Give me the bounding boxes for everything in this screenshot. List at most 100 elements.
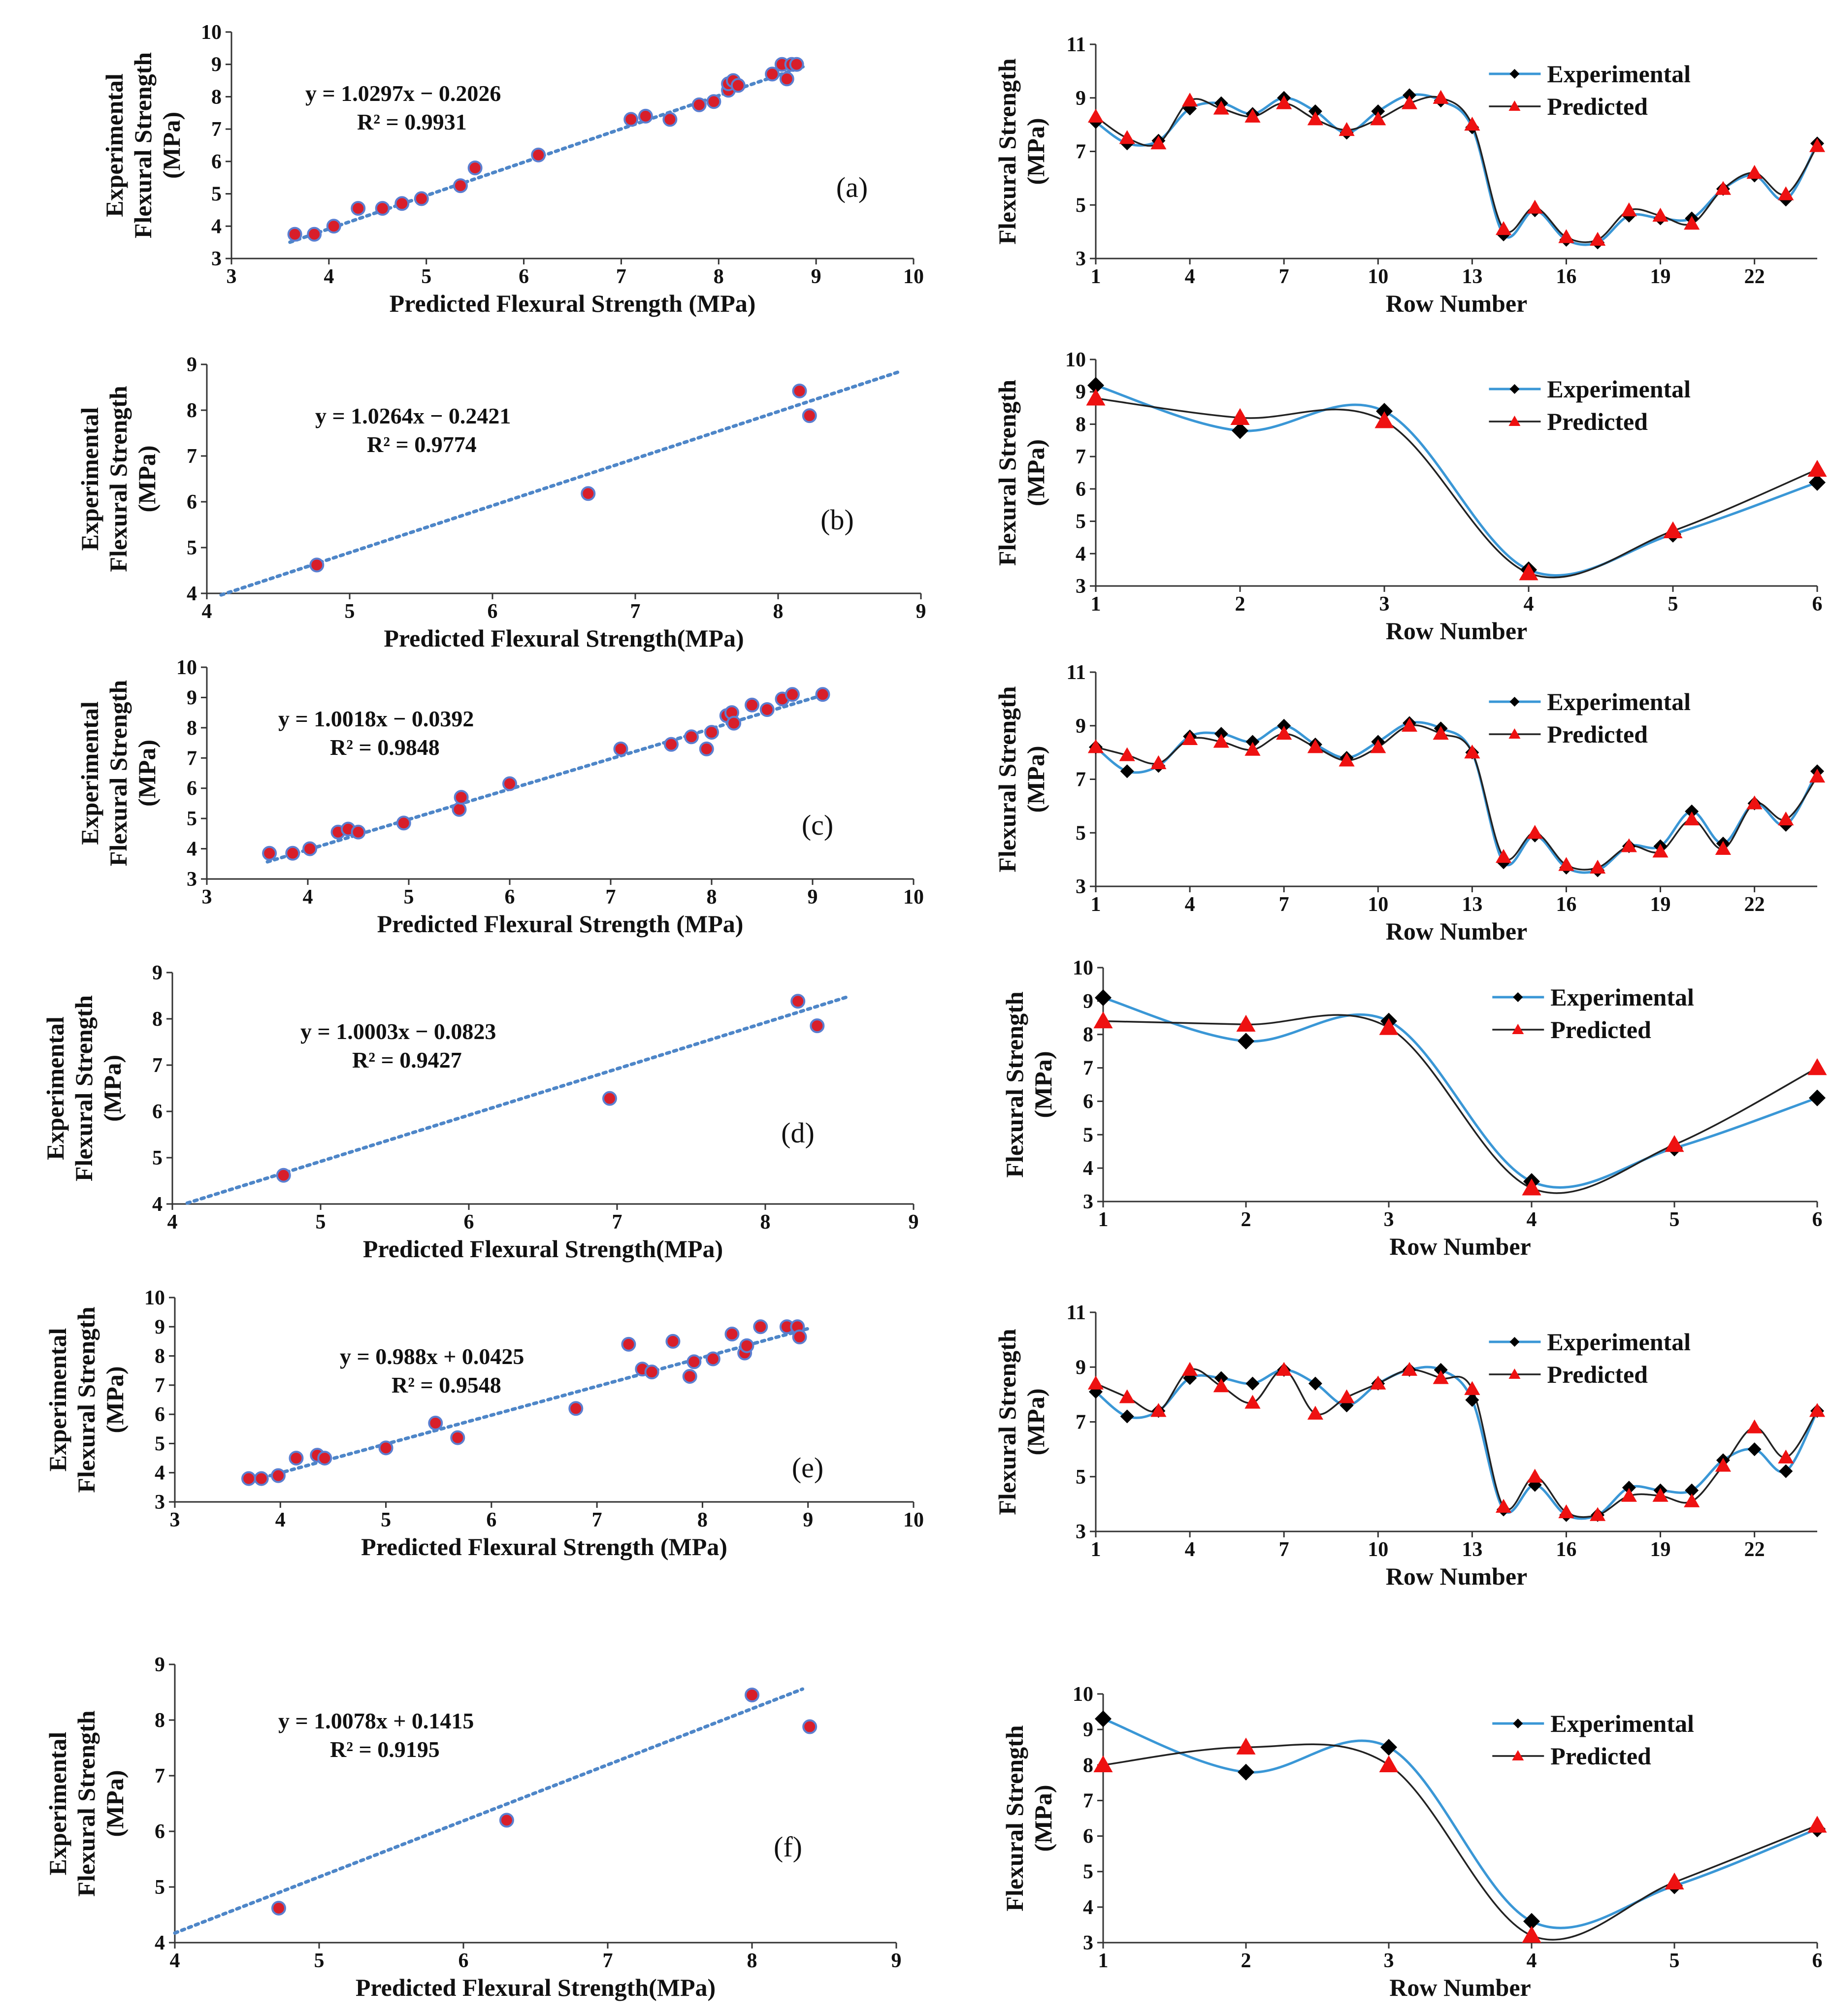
y-tick-label: 4 — [155, 1932, 165, 1954]
predicted-marker — [1379, 1018, 1399, 1035]
scatter-point — [467, 161, 483, 175]
chart-b2: 1 2 3 4 5 6 3 4 5 6 7 8 9 10 Row Number Flexural Streng… — [993, 349, 1827, 645]
series-line-experimental — [1095, 721, 1819, 874]
y-tick-label: 6 — [1083, 1090, 1093, 1113]
y-tick-label: 10 — [201, 21, 222, 44]
experimental-marker — [1087, 377, 1104, 394]
x-axis-label: Predicted Flexural Strength (MPa) — [361, 1533, 727, 1561]
chart-c: 3 4 5 6 7 8 9 10 3 4 5 6 7 8 9 10 Predicted Flexural Str… — [76, 656, 924, 938]
legend-label: Experimental — [1547, 60, 1691, 88]
y-axis-label: Experimental — [76, 701, 103, 845]
experimental-marker — [1214, 1371, 1228, 1385]
scatter-point — [789, 57, 804, 72]
scatter-point — [665, 1333, 681, 1349]
y-axis-label: Flexural Strength — [1001, 1725, 1028, 1911]
experimental-marker — [1809, 474, 1826, 491]
scatter-point — [684, 729, 699, 745]
predicted-marker — [1652, 207, 1668, 222]
x-tick-label: 22 — [1744, 265, 1765, 288]
scatter-point — [326, 219, 341, 234]
regression-equation: y = 1.0264x − 0.2421 — [315, 403, 511, 428]
x-axis-label: Row Number — [1386, 617, 1527, 645]
x-tick-label: 5 — [404, 886, 414, 909]
scatter-point — [241, 1471, 256, 1486]
y-tick-label: 7 — [187, 747, 197, 770]
x-axis-label: Row Number — [1389, 1974, 1531, 2001]
scatter-point — [664, 737, 679, 752]
y-tick-label: 5 — [155, 1876, 165, 1899]
panel-label: (d) — [781, 1117, 815, 1149]
predicted-marker — [1307, 1405, 1323, 1420]
predicted-marker — [1244, 108, 1261, 123]
y-tick-label: 11 — [1066, 661, 1086, 684]
y-tick-label: 5 — [1076, 194, 1086, 217]
predicted-marker — [1276, 1362, 1292, 1376]
y-tick-label: 6 — [155, 1403, 165, 1426]
y-tick-label: 8 — [1076, 413, 1086, 436]
y-tick-label: 10 — [1065, 349, 1086, 371]
trendline — [247, 1327, 810, 1484]
scatter-point — [739, 1338, 754, 1353]
predicted-marker — [1230, 408, 1250, 425]
y-tick-label: 9 — [1076, 715, 1086, 738]
experimental-marker — [1402, 88, 1416, 102]
y-tick-label: 8 — [1083, 1754, 1093, 1777]
scatter-point — [302, 841, 318, 856]
x-tick-label: 5 — [1669, 1950, 1680, 1972]
chart-f: 4 5 6 7 8 9 4 5 6 7 8 9 Predicted Flexural Strength(… — [44, 1654, 902, 2001]
experimental-marker — [1232, 422, 1248, 439]
y-axis-label: Flexural Strength — [993, 58, 1021, 244]
experimental-marker — [1245, 735, 1260, 749]
x-tick-label: 1 — [1091, 265, 1101, 288]
legend-label: Predicted — [1550, 1742, 1651, 1770]
x-tick-label: 5 — [381, 1509, 391, 1531]
series-line-predicted — [1095, 724, 1818, 871]
regression-equation: y = 1.0078x + 0.1415 — [278, 1708, 474, 1733]
series-line-predicted — [1095, 1368, 1818, 1518]
predicted-marker — [1746, 795, 1763, 810]
experimental-marker — [1622, 1481, 1636, 1495]
x-tick-label: 8 — [707, 886, 717, 909]
y-tick-label: 8 — [211, 86, 222, 108]
predicted-marker — [1150, 135, 1167, 150]
y-tick-label: 4 — [187, 838, 197, 861]
scatter-point — [745, 697, 759, 713]
y-axis-label: Flexural Strength — [104, 386, 132, 572]
y-tick-label: 5 — [152, 1147, 163, 1170]
x-tick-label: 6 — [486, 1509, 496, 1531]
series-line-predicted — [1103, 1014, 1818, 1194]
y-tick-label: 3 — [155, 1491, 165, 1514]
y-tick-label: 9 — [1083, 1719, 1093, 1741]
y-tick-label: 5 — [155, 1432, 165, 1455]
experimental-marker — [1214, 727, 1228, 741]
scatter-point — [662, 112, 678, 127]
y-tick-label: 9 — [187, 354, 197, 376]
scatter-point — [568, 1401, 584, 1416]
y-axis-label: Experimental — [44, 1328, 71, 1472]
x-tick-label: 6 — [1812, 1208, 1823, 1231]
y-tick-label: 5 — [211, 183, 222, 206]
y-tick-label: 6 — [1083, 1825, 1093, 1848]
y-tick-label: 5 — [1076, 511, 1086, 533]
y-tick-label: 5 — [1083, 1861, 1093, 1884]
series-line-experimental — [1103, 996, 1818, 1189]
x-tick-label: 10 — [1368, 265, 1388, 288]
predicted-marker — [1244, 1395, 1261, 1409]
chart-f2: 1 2 3 4 5 6 3 4 5 6 7 8 9 10 Row Number Flexural Streng… — [1001, 1683, 1827, 2001]
chart-b: 4 5 6 7 8 9 4 5 6 7 8 9 Predicted Flexural Strength(… — [76, 354, 926, 652]
predicted-marker — [1778, 811, 1794, 826]
y-tick-label: 5 — [187, 808, 197, 830]
x-tick-label: 4 — [1524, 593, 1534, 616]
scatter-point — [351, 824, 366, 840]
scatter-point — [581, 486, 596, 501]
predicted-marker — [1433, 725, 1449, 740]
regression-equation: y = 0.988x + 0.0425 — [340, 1344, 524, 1369]
predicted-marker — [1339, 1389, 1355, 1403]
experimental-marker — [1095, 989, 1112, 1007]
scatter-point — [285, 845, 300, 861]
predicted-marker — [1339, 752, 1355, 767]
predicted-marker — [1621, 838, 1637, 852]
y-axis-label: (MPa) — [1022, 439, 1049, 506]
predicted-marker — [1684, 811, 1700, 826]
legend-label: Predicted — [1547, 408, 1648, 435]
